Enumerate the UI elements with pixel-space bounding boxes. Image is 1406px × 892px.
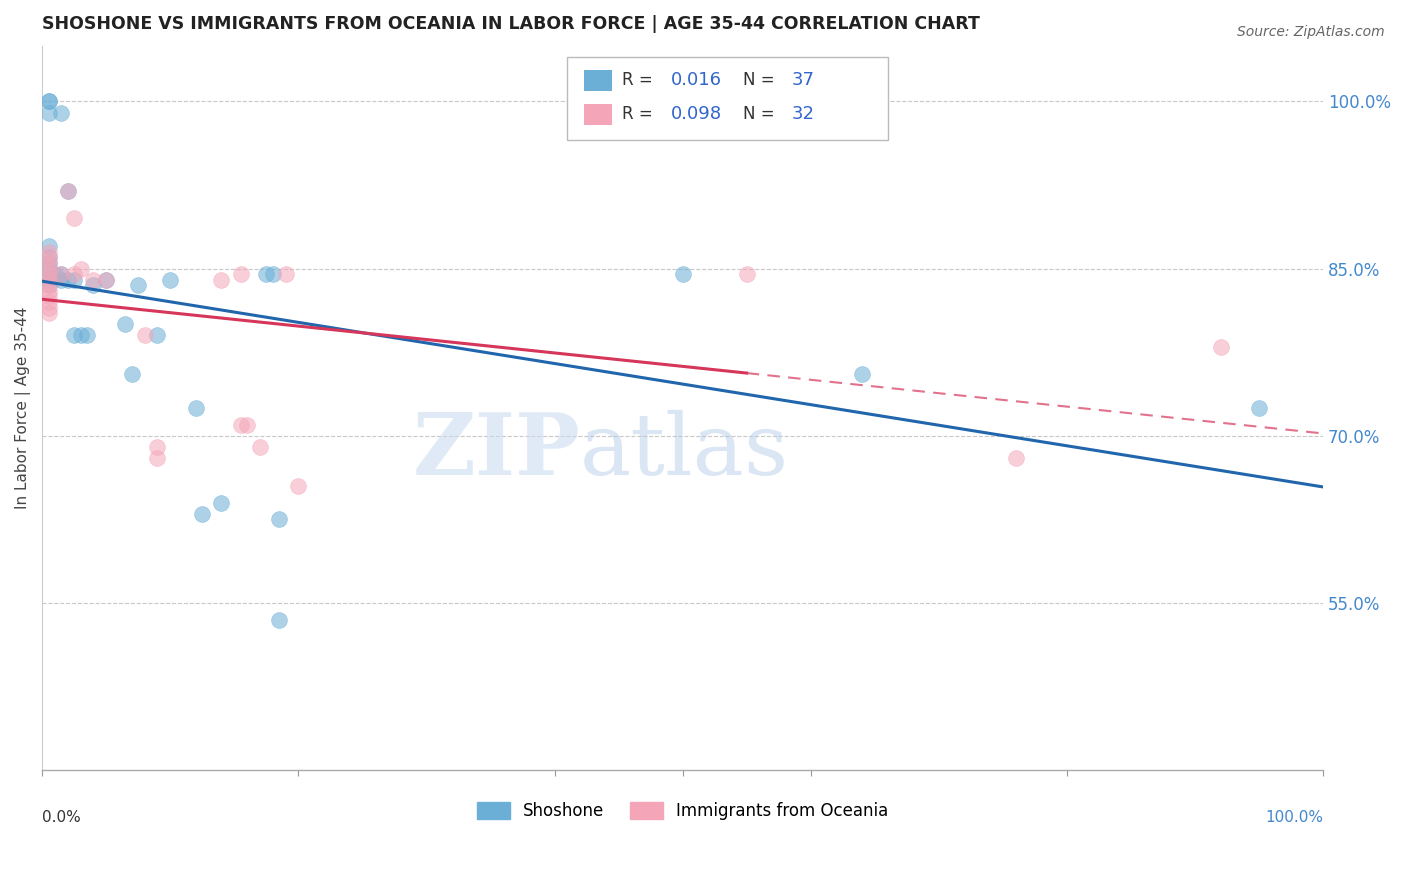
Text: R =: R =: [623, 71, 658, 89]
Point: [229, 267, 252, 281]
Text: 100.0%: 100.0%: [1265, 810, 1323, 825]
Point: [38, 267, 60, 281]
Point: [262, 267, 284, 281]
Point: [63, 328, 86, 343]
Point: [56, 184, 79, 198]
Point: [269, 613, 291, 627]
Point: [38, 256, 60, 270]
Point: [229, 417, 252, 432]
Point: [159, 273, 181, 287]
Text: SHOSHONE VS IMMIGRANTS FROM OCEANIA IN LABOR FORCE | AGE 35-44 CORRELATION CHART: SHOSHONE VS IMMIGRANTS FROM OCEANIA IN L…: [42, 15, 980, 33]
Point: [56, 184, 79, 198]
Point: [38, 95, 60, 109]
Point: [38, 295, 60, 310]
Point: [211, 495, 233, 509]
Point: [63, 273, 86, 287]
Point: [38, 251, 60, 265]
Point: [1004, 450, 1026, 465]
Legend: Shoshone, Immigrants from Oceania: Shoshone, Immigrants from Oceania: [470, 796, 896, 827]
Point: [38, 239, 60, 253]
Point: [63, 267, 86, 281]
Point: [96, 273, 118, 287]
Point: [146, 440, 169, 454]
Text: 32: 32: [792, 105, 814, 123]
Point: [249, 440, 271, 454]
Point: [44, 267, 66, 281]
Point: [38, 284, 60, 298]
Point: [38, 273, 60, 287]
Point: [82, 278, 104, 293]
Point: [51, 267, 73, 281]
Point: [851, 368, 873, 382]
Point: [236, 417, 259, 432]
Point: [146, 328, 169, 343]
Point: [69, 328, 91, 343]
Point: [114, 318, 136, 332]
Point: [211, 273, 233, 287]
FancyBboxPatch shape: [568, 56, 887, 140]
Point: [96, 273, 118, 287]
Point: [51, 273, 73, 287]
Point: [38, 278, 60, 293]
Point: [69, 261, 91, 276]
Point: [134, 328, 156, 343]
FancyBboxPatch shape: [583, 103, 612, 126]
Point: [38, 256, 60, 270]
FancyBboxPatch shape: [583, 70, 612, 91]
Point: [38, 289, 60, 303]
Text: R =: R =: [623, 105, 658, 123]
Point: [38, 261, 60, 276]
Point: [1249, 401, 1271, 415]
Text: 0.0%: 0.0%: [42, 810, 82, 825]
Text: N =: N =: [742, 105, 780, 123]
Point: [38, 301, 60, 315]
Point: [191, 507, 214, 521]
Point: [38, 244, 60, 259]
Point: [63, 211, 86, 226]
Point: [121, 368, 143, 382]
Point: [82, 273, 104, 287]
Point: [51, 267, 73, 281]
Point: [287, 479, 309, 493]
Point: [38, 105, 60, 120]
Y-axis label: In Labor Force | Age 35-44: In Labor Force | Age 35-44: [15, 307, 31, 509]
Point: [38, 273, 60, 287]
Point: [735, 267, 758, 281]
Text: N =: N =: [742, 71, 780, 89]
Point: [254, 267, 277, 281]
Point: [269, 512, 291, 526]
Point: [274, 267, 297, 281]
Text: atlas: atlas: [581, 409, 789, 493]
Point: [38, 278, 60, 293]
Point: [51, 105, 73, 120]
Point: [38, 306, 60, 320]
Text: 37: 37: [792, 71, 814, 89]
Point: [76, 328, 98, 343]
Point: [38, 251, 60, 265]
Text: 0.098: 0.098: [671, 105, 723, 123]
Point: [146, 450, 169, 465]
Point: [38, 95, 60, 109]
Text: ZIP: ZIP: [412, 409, 581, 493]
Point: [184, 401, 207, 415]
Text: 0.016: 0.016: [671, 71, 723, 89]
Point: [38, 261, 60, 276]
Text: Source: ZipAtlas.com: Source: ZipAtlas.com: [1237, 25, 1385, 39]
Point: [56, 273, 79, 287]
Point: [672, 267, 695, 281]
Point: [38, 267, 60, 281]
Point: [127, 278, 149, 293]
Point: [1209, 340, 1232, 354]
